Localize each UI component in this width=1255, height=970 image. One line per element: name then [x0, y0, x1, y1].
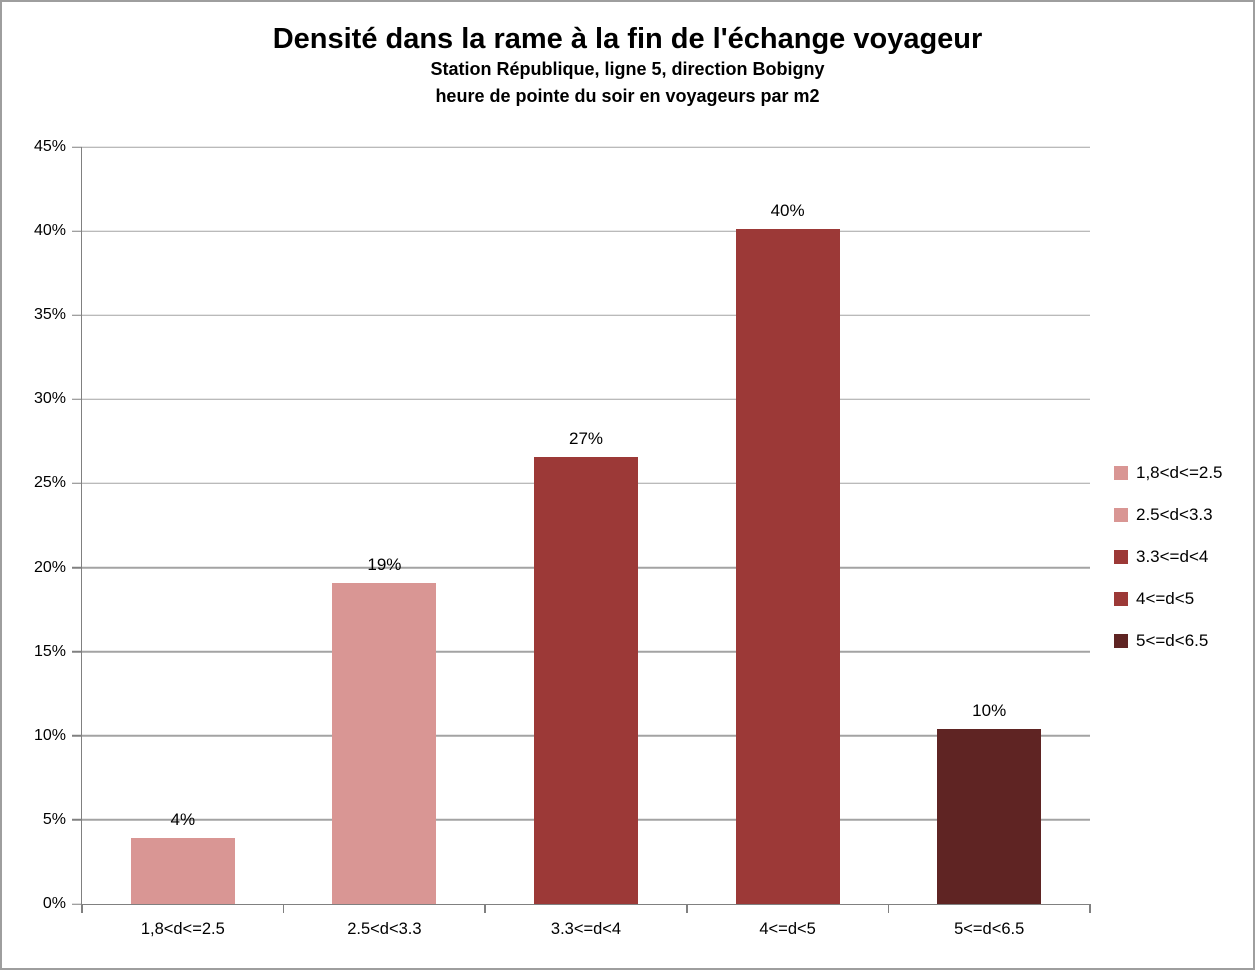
y-axis-tick-label: 5%	[42, 810, 66, 828]
legend-swatch	[1114, 634, 1128, 648]
x-axis-category-label: 4<=d<5	[759, 920, 816, 938]
legend-label: 5<=d<6.5	[1136, 631, 1209, 650]
legend-entry: 5<=d<6.5	[1114, 620, 1253, 662]
legend-swatch	[1114, 508, 1128, 522]
bar	[534, 456, 638, 904]
bar	[130, 838, 235, 904]
chart-title: Densité dans la rame à la fin de l'échan…	[272, 23, 983, 55]
y-axis-tick	[72, 482, 82, 485]
y-gridline	[82, 398, 1090, 401]
y-axis-tick	[72, 650, 82, 653]
legend: 1,8<d<=2.5 2.5<d<3.3 3.3<=d<4 4<=d<5 5<=d<6.…	[1114, 452, 1253, 662]
y-gridline	[82, 146, 1090, 148]
y-gridline	[82, 230, 1090, 232]
y-axis-tick	[72, 146, 82, 148]
chart-subtitle-line1: Station République, ligne 5, direction B…	[430, 59, 825, 79]
legend-swatch	[1114, 592, 1128, 606]
legend-label: 4<=d<5	[1136, 589, 1195, 608]
legend-entry: 2.5<d<3.3	[1114, 494, 1253, 536]
y-axis-tick	[72, 230, 82, 232]
x-axis-tick	[282, 904, 285, 913]
legend-swatch	[1114, 550, 1128, 564]
bar-value-label: 19%	[367, 554, 402, 574]
y-axis-tick-label: 35%	[33, 306, 66, 324]
x-axis-tick	[887, 904, 890, 913]
x-axis-tick	[686, 904, 688, 913]
y-axis-tick-label: 45%	[33, 138, 66, 155]
y-axis-tick-label: 20%	[33, 558, 66, 576]
x-axis-category-label: 5<=d<6.5	[954, 920, 1025, 938]
y-axis-tick	[72, 903, 82, 905]
y-axis-tick	[72, 566, 82, 569]
x-axis-category-label: 1,8<d<=2.5	[140, 920, 225, 938]
x-axis-tick	[1089, 904, 1091, 913]
y-axis-tick	[72, 819, 82, 821]
y-axis-tick	[72, 398, 82, 401]
bar	[937, 729, 1042, 904]
y-axis-tick-label: 15%	[33, 642, 66, 660]
plot-area: 0% 5% 10% 15% 20% 25% 30% 35% 40% 45% 4% 1,8<d<=2.5…	[34, 139, 1091, 938]
legend-label: 1,8<d<=2.5	[1136, 463, 1223, 482]
legend-entry: 3.3<=d<4	[1114, 536, 1253, 578]
legend-entry: 1,8<d<=2.5	[1114, 452, 1253, 494]
y-axis-tick	[72, 735, 82, 737]
x-axis-tick	[484, 904, 486, 913]
bar	[735, 229, 840, 904]
legend-entry: 4<=d<5	[1114, 578, 1253, 620]
y-axis-tick-label: 0%	[42, 895, 66, 912]
bar-value-label: 10%	[972, 701, 1007, 721]
chart-subtitle-line2: heure de pointe du soir en voyageurs par…	[435, 86, 820, 106]
y-axis-tick-label: 30%	[33, 390, 66, 408]
legend-swatch	[1114, 466, 1128, 480]
chart-header: Densité dans la rame à la fin de l'échan…	[2, 22, 1253, 110]
y-axis-tick-label: 25%	[33, 474, 66, 492]
bar-value-label: 4%	[170, 810, 196, 830]
y-axis-tick-label: 40%	[33, 222, 66, 240]
x-axis-category-label: 2.5<d<3.3	[347, 920, 422, 938]
legend-label: 2.5<d<3.3	[1136, 505, 1213, 524]
y-axis-tick-label: 10%	[33, 726, 66, 744]
bar	[332, 582, 437, 904]
legend-label: 3.3<=d<4	[1136, 547, 1209, 566]
y-gridline	[82, 314, 1090, 316]
x-axis-category-label: 3.3<=d<4	[550, 920, 622, 938]
bar-value-label: 27%	[568, 428, 604, 448]
y-axis-tick	[72, 314, 82, 316]
bar-value-label: 40%	[770, 201, 805, 221]
x-axis-tick	[81, 904, 83, 913]
